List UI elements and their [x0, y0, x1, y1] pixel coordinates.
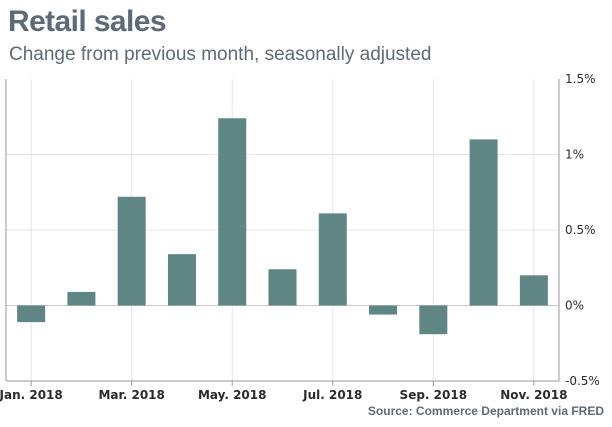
chart-title: Retail sales — [8, 5, 167, 38]
x-tick-label: Sep. 2018 — [400, 388, 468, 402]
x-tick-label: Jan. 2018 — [0, 388, 63, 402]
bar-feb-2018 — [67, 291, 96, 306]
x-tick-label: Nov. 2018 — [500, 388, 567, 402]
bar-jul-2018 — [318, 213, 347, 306]
bar-mar-2018 — [117, 196, 146, 306]
chart-subtitle: Change from previous month, seasonally a… — [9, 44, 432, 65]
x-tick-label: Jul. 2018 — [302, 388, 362, 402]
y-tick-label: 0% — [565, 299, 584, 313]
bar-may-2018 — [218, 118, 247, 306]
y-tick-label: 1.5% — [565, 72, 596, 86]
bar-jun-2018 — [268, 269, 297, 306]
y-tick-label: 1% — [565, 148, 584, 162]
x-tick-label: May. 2018 — [198, 388, 267, 402]
bar-sep-2018 — [419, 305, 448, 335]
y-tick-label: -0.5% — [565, 374, 600, 388]
bar-apr-2018 — [167, 254, 196, 306]
y-tick-label: 0.5% — [565, 223, 596, 237]
bar-nov-2018 — [519, 275, 548, 306]
x-tick-label: Mar. 2018 — [98, 388, 164, 402]
bar-aug-2018 — [369, 305, 398, 315]
bar-oct-2018 — [469, 139, 498, 306]
source-note: Source: Commerce Department via FRED — [367, 404, 604, 418]
bar-jan-2018 — [17, 305, 46, 323]
